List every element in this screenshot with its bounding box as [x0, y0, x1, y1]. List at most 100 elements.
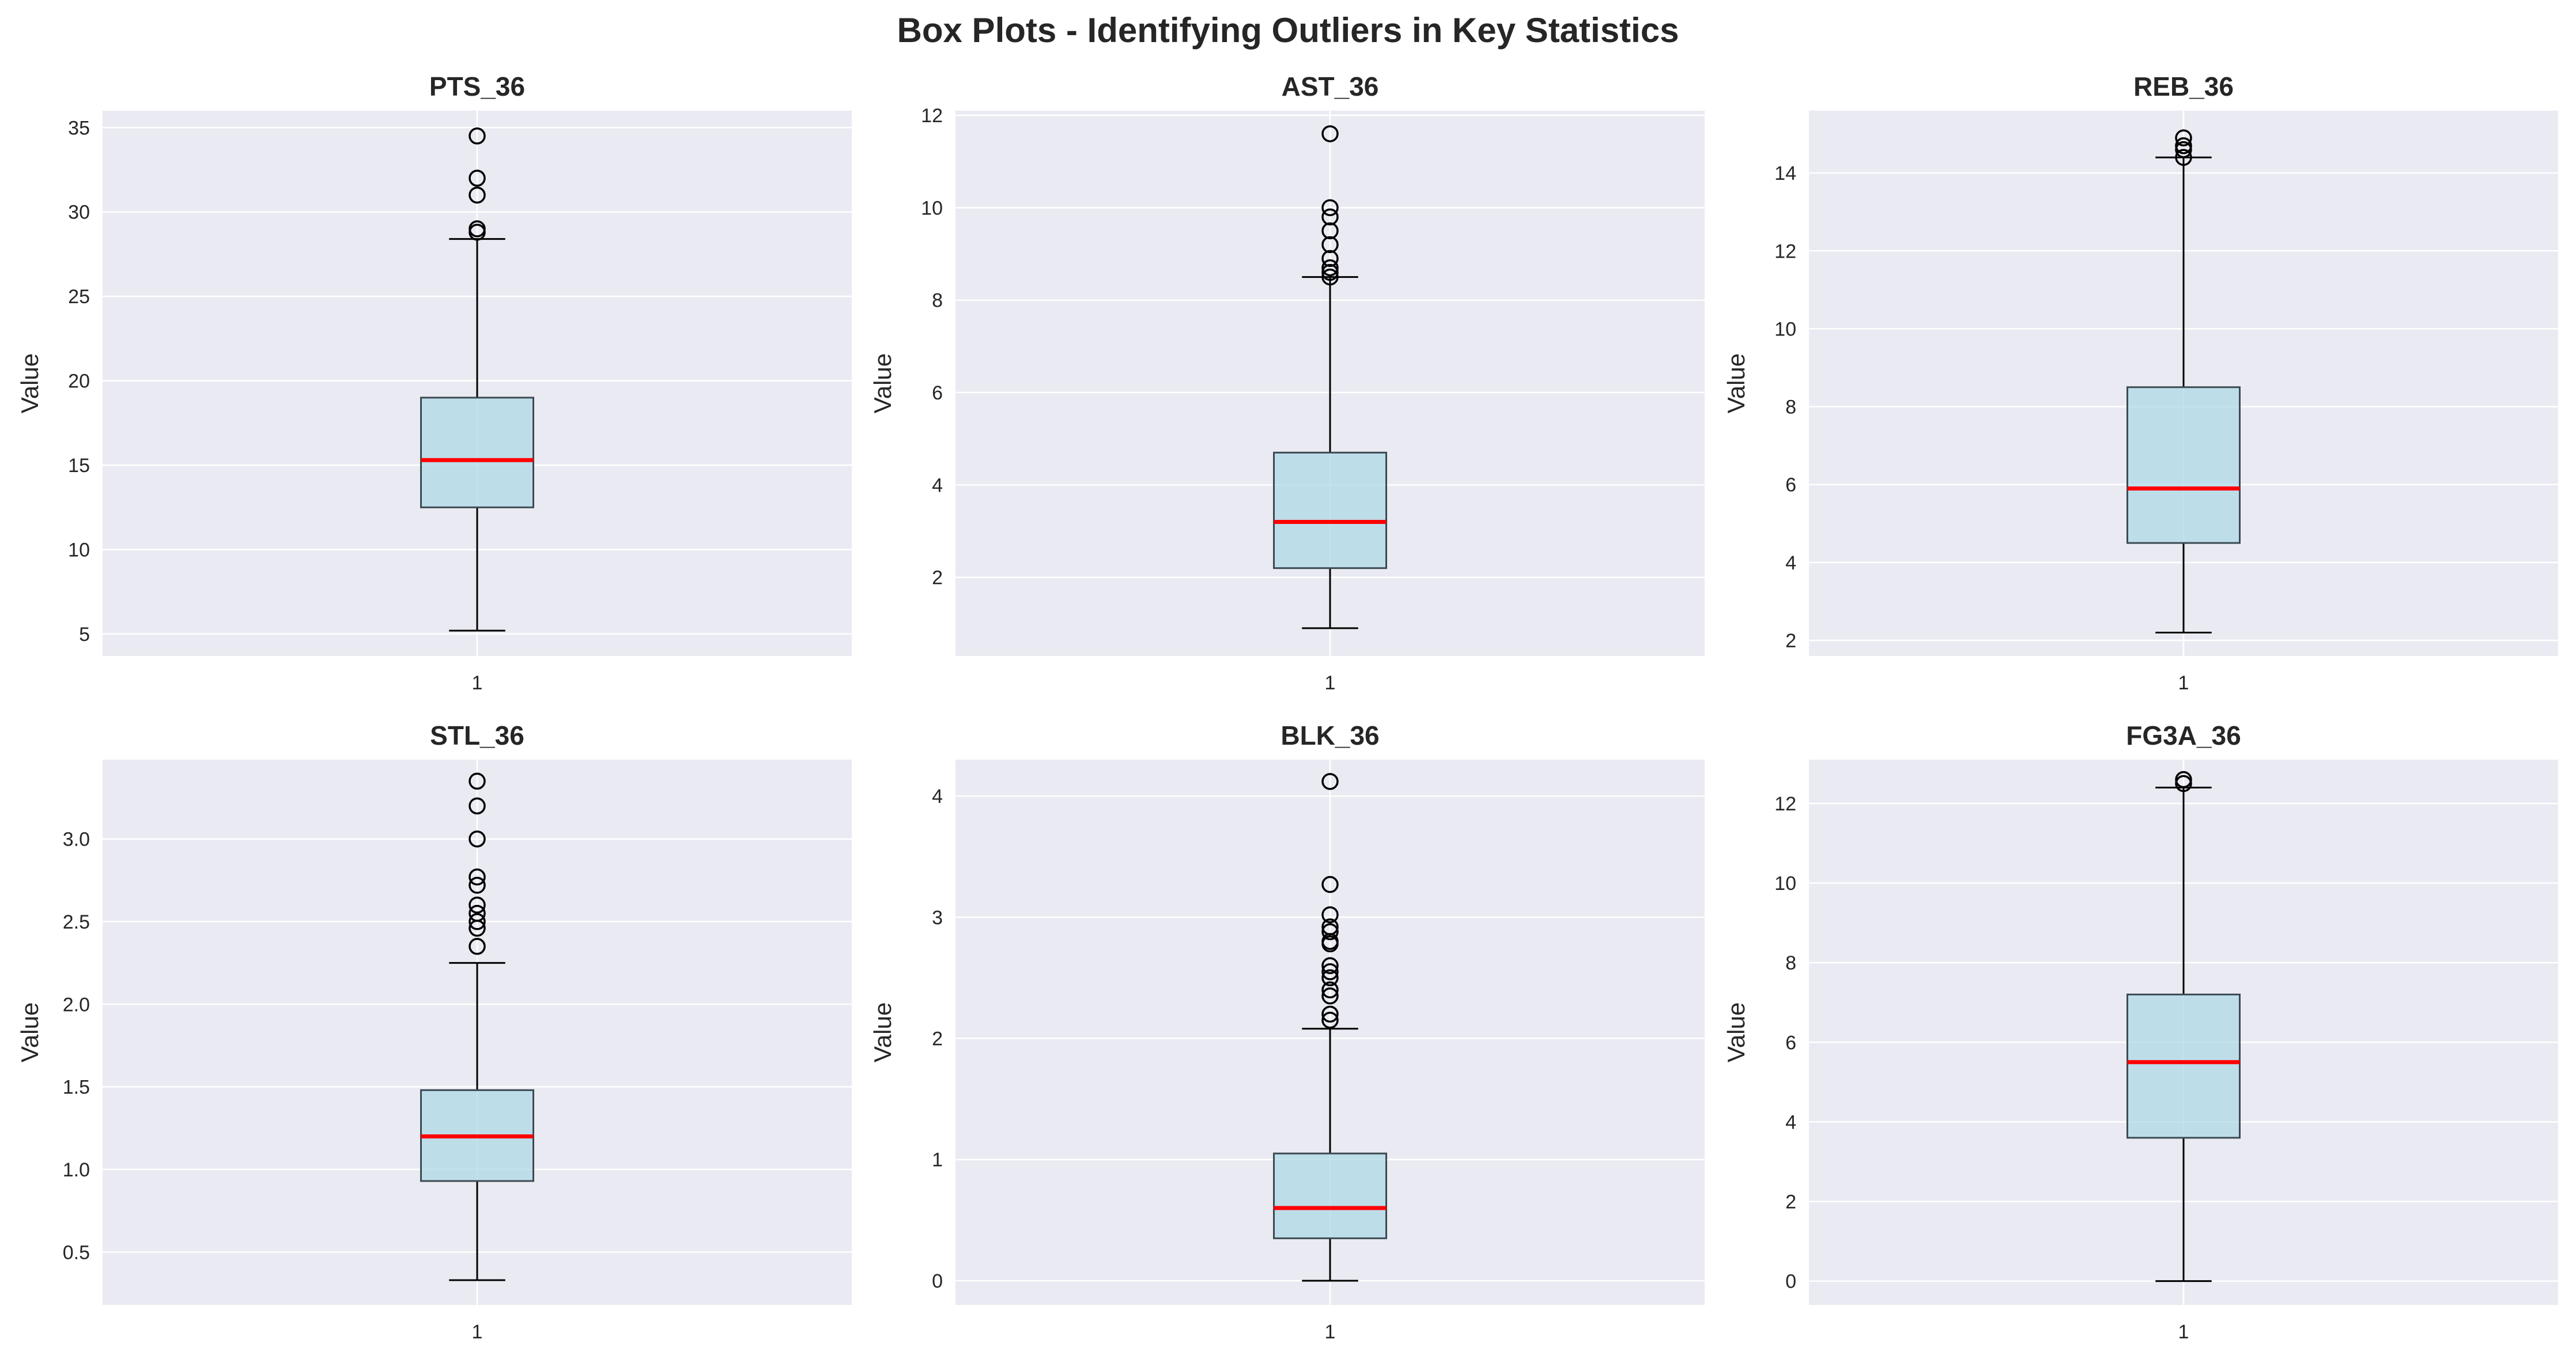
- y-tick-label: 6: [1785, 474, 1796, 496]
- outlier-point: [469, 877, 486, 894]
- y-tick-label: 2.5: [63, 911, 90, 933]
- outlier-point: [469, 904, 486, 922]
- y-tick-label: 35: [68, 117, 90, 139]
- y-tick-label: 2: [1785, 1191, 1796, 1213]
- y-tick-label: 10: [1774, 873, 1796, 895]
- outlier-point: [1321, 1005, 1339, 1023]
- y-tick-label: 2: [1785, 630, 1796, 652]
- outlier-point: [1321, 250, 1339, 267]
- outlier-point: [1321, 263, 1339, 281]
- outlier-point: [1321, 199, 1339, 217]
- y-tick-label: 8: [1785, 952, 1796, 974]
- panel-title: BLK_36: [1281, 720, 1379, 750]
- outlier-point: [1321, 969, 1339, 987]
- y-tick-label: 8: [932, 290, 943, 312]
- y-tick-label: 2: [932, 1028, 943, 1050]
- outlier-point: [1321, 981, 1339, 999]
- outlier-point: [1321, 963, 1339, 980]
- outlier-point: [1321, 923, 1339, 941]
- outlier-point: [1321, 906, 1339, 923]
- y-tick-label: 2: [932, 567, 943, 589]
- outlier-point: [469, 186, 486, 204]
- y-tick-label: 10: [1774, 318, 1796, 340]
- outlier-point: [469, 830, 486, 848]
- y-tick-label: 5: [79, 624, 90, 646]
- outlier-point: [1321, 125, 1339, 142]
- x-tick-label: 1: [1325, 672, 1336, 694]
- panel-title: REB_36: [2133, 71, 2234, 101]
- x-tick-label: 1: [472, 672, 483, 694]
- y-tick-label: 12: [1774, 793, 1796, 815]
- outlier-point: [2175, 771, 2192, 788]
- y-tick-label: 2.0: [63, 994, 90, 1016]
- panels: 51015202530351ValuePTS_36246810121ValueA…: [16, 71, 2558, 1343]
- y-axis-label: Value: [1723, 1002, 1750, 1062]
- y-tick-label: 3.0: [63, 829, 90, 851]
- y-tick-label: 1.0: [63, 1159, 90, 1181]
- iqr-box: [2126, 386, 2241, 544]
- y-tick-label: 10: [68, 539, 90, 561]
- outlier-point: [469, 169, 486, 187]
- iqr-box: [2126, 993, 2241, 1139]
- panel-blk-36: 0 1 2 3 4 1 Value BLK_36: [869, 720, 1705, 1343]
- y-tick-label: 25: [68, 286, 90, 308]
- figure-title: Box Plots - Identifying Outliers in Key …: [897, 11, 1679, 50]
- y-tick-label: 6: [1785, 1032, 1796, 1054]
- panel-title: PTS_36: [429, 71, 525, 101]
- y-tick-label: 1: [932, 1149, 943, 1171]
- y-tick-label: 0: [1785, 1271, 1796, 1293]
- x-tick-label: 1: [472, 1321, 483, 1343]
- panel-title: FG3A_36: [2126, 720, 2241, 750]
- y-tick-label: 1.5: [63, 1077, 90, 1099]
- x-tick-label: 1: [1325, 1321, 1336, 1343]
- outlier-point: [1321, 773, 1339, 790]
- outlier-point: [1321, 957, 1339, 975]
- outlier-point: [469, 868, 486, 886]
- y-axis-label: Value: [1723, 353, 1750, 413]
- y-tick-label: 8: [1785, 397, 1796, 418]
- x-tick-label: 1: [2178, 672, 2189, 694]
- y-tick-label: 30: [68, 202, 90, 224]
- outlier-point: [2175, 129, 2192, 147]
- panel-title: AST_36: [1282, 71, 1379, 101]
- y-axis-label: Value: [869, 1002, 896, 1062]
- iqr-box: [1273, 451, 1387, 569]
- y-tick-label: 12: [1774, 240, 1796, 262]
- outlier-point: [1321, 918, 1339, 935]
- outlier-point: [1321, 268, 1339, 286]
- outlier-point: [2175, 149, 2192, 166]
- panel-reb-36: 2 4 6 8 10 12 14 1 Value REB_36: [1723, 71, 2558, 694]
- y-tick-label: 0: [932, 1270, 943, 1292]
- y-tick-label: 4: [1785, 552, 1796, 574]
- iqr-box: [420, 397, 534, 508]
- outlier-point: [469, 913, 486, 930]
- outlier-point: [469, 772, 486, 790]
- y-tick-label: 14: [1774, 163, 1796, 184]
- y-tick-label: 20: [68, 371, 90, 393]
- y-tick-label: 0.5: [63, 1242, 90, 1263]
- outlier-point: [1321, 208, 1339, 226]
- y-tick-label: 4: [932, 786, 943, 808]
- panel-title: STL_36: [430, 720, 524, 750]
- y-tick-label: 6: [932, 382, 943, 404]
- outlier-point: [1321, 259, 1339, 277]
- outlier-point: [1321, 987, 1339, 1005]
- panel-ast-36: 2 4 6 8 10 12 1 Value AST_36: [869, 71, 1705, 694]
- outlier-point: [1321, 236, 1339, 254]
- panel-stl-36: 0.5 1.0 1.5 2.0 2.5 3.0 1 Value STL_36: [16, 720, 852, 1343]
- outlier-point: [469, 797, 486, 815]
- y-axis-label: Value: [869, 353, 896, 413]
- outlier-point: [1321, 222, 1339, 240]
- outlier-point: [469, 127, 486, 145]
- y-tick-label: 4: [1785, 1111, 1796, 1133]
- outlier-point: [1321, 876, 1339, 893]
- outlier-point: [2175, 137, 2192, 154]
- y-tick-label: 3: [932, 907, 943, 929]
- outlier-point: [1321, 1012, 1339, 1029]
- y-tick-label: 15: [68, 455, 90, 477]
- x-tick-label: 1: [2178, 1321, 2189, 1343]
- y-axis-label: Value: [16, 1002, 43, 1062]
- panel-pts-36: 5 10 15 20 25 30 35 1 Value PTS_36: [16, 71, 852, 694]
- panel-fg3a-36: 0 2 4 6 8 10 12 1 Value FG3A_36: [1723, 720, 2558, 1343]
- outlier-point: [469, 220, 486, 237]
